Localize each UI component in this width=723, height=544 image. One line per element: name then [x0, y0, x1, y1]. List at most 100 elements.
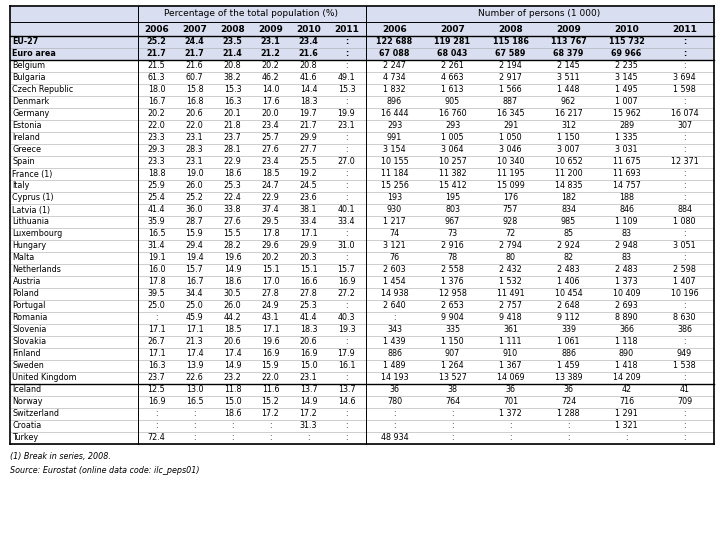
Text: 17.2: 17.2 — [299, 410, 317, 418]
Text: 119 281: 119 281 — [435, 38, 471, 46]
Text: :: : — [345, 182, 348, 190]
Text: 23.1: 23.1 — [338, 121, 355, 131]
Text: 16.9: 16.9 — [147, 398, 166, 406]
Text: 757: 757 — [502, 206, 518, 214]
Text: 38: 38 — [448, 386, 458, 394]
Text: :: : — [155, 410, 158, 418]
Text: 23.1: 23.1 — [186, 158, 203, 166]
Text: France (1): France (1) — [12, 170, 53, 178]
Text: :: : — [393, 410, 395, 418]
Text: :: : — [683, 182, 686, 190]
Text: 14 209: 14 209 — [612, 374, 641, 382]
Text: :: : — [345, 61, 348, 71]
Text: 15.1: 15.1 — [262, 265, 279, 275]
Text: 14.9: 14.9 — [223, 362, 241, 370]
Text: 780: 780 — [387, 398, 402, 406]
Text: 3 046: 3 046 — [500, 145, 522, 154]
Text: 928: 928 — [503, 218, 518, 226]
Text: 2 603: 2 603 — [383, 265, 406, 275]
Text: 19.1: 19.1 — [147, 254, 166, 263]
Text: 335: 335 — [445, 325, 460, 335]
Text: 8 630: 8 630 — [673, 313, 696, 323]
Text: :: : — [683, 97, 686, 107]
Text: 17.1: 17.1 — [147, 325, 166, 335]
Text: :: : — [509, 422, 512, 430]
Text: 60.7: 60.7 — [186, 73, 203, 83]
Text: 17.1: 17.1 — [262, 325, 279, 335]
Text: 40.3: 40.3 — [338, 313, 355, 323]
Text: Bulgaria: Bulgaria — [12, 73, 46, 83]
Text: 15.3: 15.3 — [223, 85, 241, 95]
Text: 886: 886 — [561, 349, 576, 358]
Bar — [9, 432, 714, 444]
Text: 16.1: 16.1 — [338, 362, 355, 370]
Bar — [9, 384, 714, 396]
Text: 764: 764 — [445, 398, 460, 406]
Text: 1 061: 1 061 — [557, 337, 580, 347]
Text: :: : — [683, 145, 686, 154]
Text: 82: 82 — [563, 254, 573, 263]
Text: 8 890: 8 890 — [615, 313, 638, 323]
Text: Sweden: Sweden — [12, 362, 44, 370]
Text: 1 373: 1 373 — [615, 277, 638, 287]
Text: :: : — [345, 145, 348, 154]
Text: 16.7: 16.7 — [186, 277, 203, 287]
Text: Number of persons (1 000): Number of persons (1 000) — [479, 9, 601, 18]
Text: 15.9: 15.9 — [186, 230, 203, 238]
Text: Germany: Germany — [12, 109, 50, 119]
Text: Hungary: Hungary — [12, 242, 46, 250]
Text: 49.1: 49.1 — [338, 73, 355, 83]
Text: 33.4: 33.4 — [338, 218, 355, 226]
Text: 16 444: 16 444 — [381, 109, 408, 119]
Text: :: : — [683, 50, 686, 59]
Text: 11.8: 11.8 — [223, 386, 241, 394]
Bar — [9, 216, 714, 228]
Text: 716: 716 — [619, 398, 634, 406]
Text: 343: 343 — [387, 325, 402, 335]
Text: 14 069: 14 069 — [497, 374, 524, 382]
Text: 36: 36 — [390, 386, 400, 394]
Text: 15.0: 15.0 — [223, 398, 241, 406]
Text: 115 186: 115 186 — [492, 38, 529, 46]
Text: 1 598: 1 598 — [673, 85, 696, 95]
Bar — [9, 36, 714, 48]
Text: EU-27: EU-27 — [12, 38, 39, 46]
Text: 2 598: 2 598 — [673, 265, 696, 275]
Text: :: : — [345, 374, 348, 382]
Text: :: : — [345, 301, 348, 311]
Text: 15.2: 15.2 — [262, 398, 279, 406]
Text: 312: 312 — [561, 121, 576, 131]
Text: 307: 307 — [677, 121, 692, 131]
Text: Italy: Italy — [12, 182, 30, 190]
Bar — [9, 156, 714, 168]
Text: 3 145: 3 145 — [615, 73, 638, 83]
Text: 83: 83 — [622, 230, 631, 238]
Bar — [9, 372, 714, 384]
Text: 910: 910 — [503, 349, 518, 358]
Text: 20.2: 20.2 — [262, 254, 279, 263]
Text: 18.6: 18.6 — [223, 277, 241, 287]
Text: Croatia: Croatia — [12, 422, 42, 430]
Text: 16.3: 16.3 — [223, 97, 241, 107]
Text: 2011: 2011 — [672, 24, 697, 34]
Text: 43.1: 43.1 — [262, 313, 279, 323]
Text: 2 194: 2 194 — [499, 61, 522, 71]
Text: 13.7: 13.7 — [338, 386, 355, 394]
Text: :: : — [683, 170, 686, 178]
Text: 69 966: 69 966 — [612, 50, 641, 59]
Text: 20.1: 20.1 — [223, 109, 241, 119]
Text: 72: 72 — [505, 230, 515, 238]
Text: 39.5: 39.5 — [147, 289, 166, 299]
Text: 22.6: 22.6 — [186, 374, 203, 382]
Text: 2 794: 2 794 — [499, 242, 522, 250]
Text: Poland: Poland — [12, 289, 39, 299]
Bar — [9, 204, 714, 216]
Text: 195: 195 — [445, 194, 460, 202]
Text: 22.4: 22.4 — [223, 194, 241, 202]
Text: 17.8: 17.8 — [262, 230, 279, 238]
Text: 11 693: 11 693 — [612, 170, 641, 178]
Text: 14 757: 14 757 — [612, 182, 641, 190]
Text: :: : — [345, 337, 348, 347]
Text: 12 958: 12 958 — [439, 289, 466, 299]
Text: :: : — [269, 434, 272, 442]
